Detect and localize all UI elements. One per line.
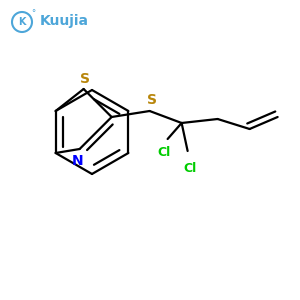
Text: N: N (72, 154, 83, 168)
Text: Kuujia: Kuujia (40, 14, 88, 28)
Text: K: K (18, 17, 26, 27)
Text: S: S (147, 93, 157, 107)
Text: °: ° (31, 10, 35, 19)
Text: Cl: Cl (157, 146, 170, 160)
Text: Cl: Cl (183, 163, 196, 176)
Text: S: S (80, 72, 90, 86)
